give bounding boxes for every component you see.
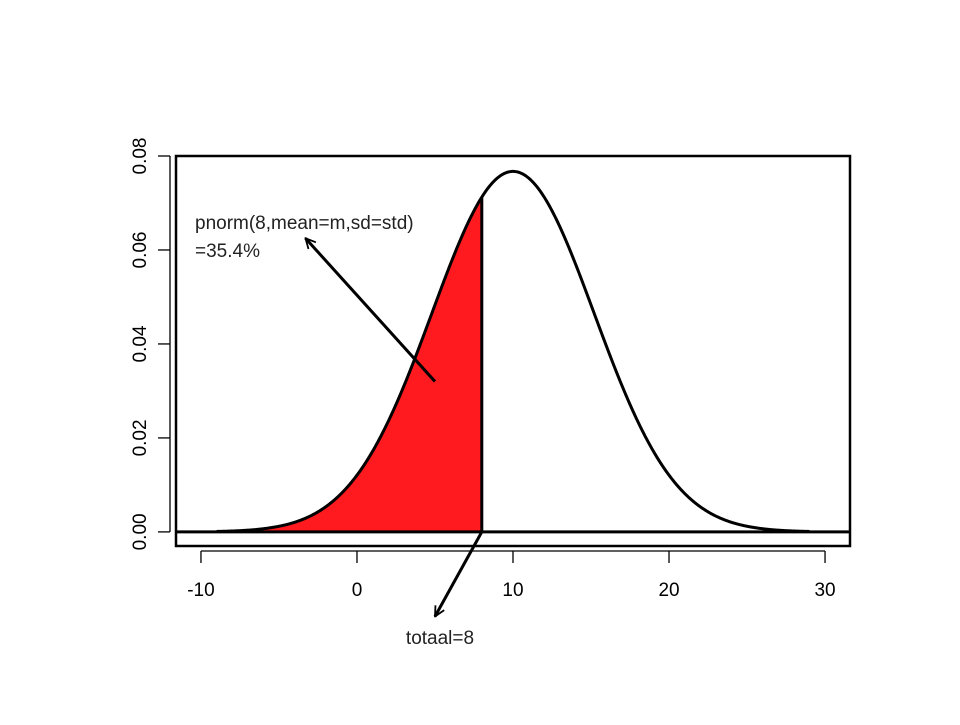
y-tick-label: 0.02 [130, 419, 151, 456]
shaded-probability-area [216, 197, 482, 532]
probability-arrow [305, 238, 437, 383]
density-curve-group [216, 169, 810, 533]
probability-annotation-line-1: pnorm(8,mean=m,sd=std) [195, 213, 414, 234]
x-tick-label: 10 [502, 580, 523, 601]
cutoff-arrow [433, 531, 484, 617]
shaded-area-group [216, 197, 482, 532]
plot-frame [174, 154, 852, 548]
x-tick-label: 0 [352, 580, 363, 601]
annotations-group: pnorm(8,mean=m,sd=std) =35.4% totaal=8 [195, 213, 484, 649]
plot-frame-group [174, 154, 852, 548]
y-tick-label: 0.08 [130, 138, 151, 175]
y-tick-label: 0.00 [130, 513, 151, 550]
cutoff-annotation-label: totaal=8 [406, 628, 474, 649]
x-tick-label: -10 [187, 580, 214, 601]
y-tick-label: 0.04 [130, 325, 151, 362]
x-tick-label: 20 [658, 580, 679, 601]
probability-annotation-line-2: =35.4% [195, 241, 260, 262]
y-tick-label: 0.06 [130, 231, 151, 268]
x-tick-label: 30 [814, 580, 835, 601]
density-curve [216, 169, 810, 533]
axes-group: -10 0 10 20 30 0.00 0.02 0.04 0.06 0.08 [130, 138, 836, 601]
